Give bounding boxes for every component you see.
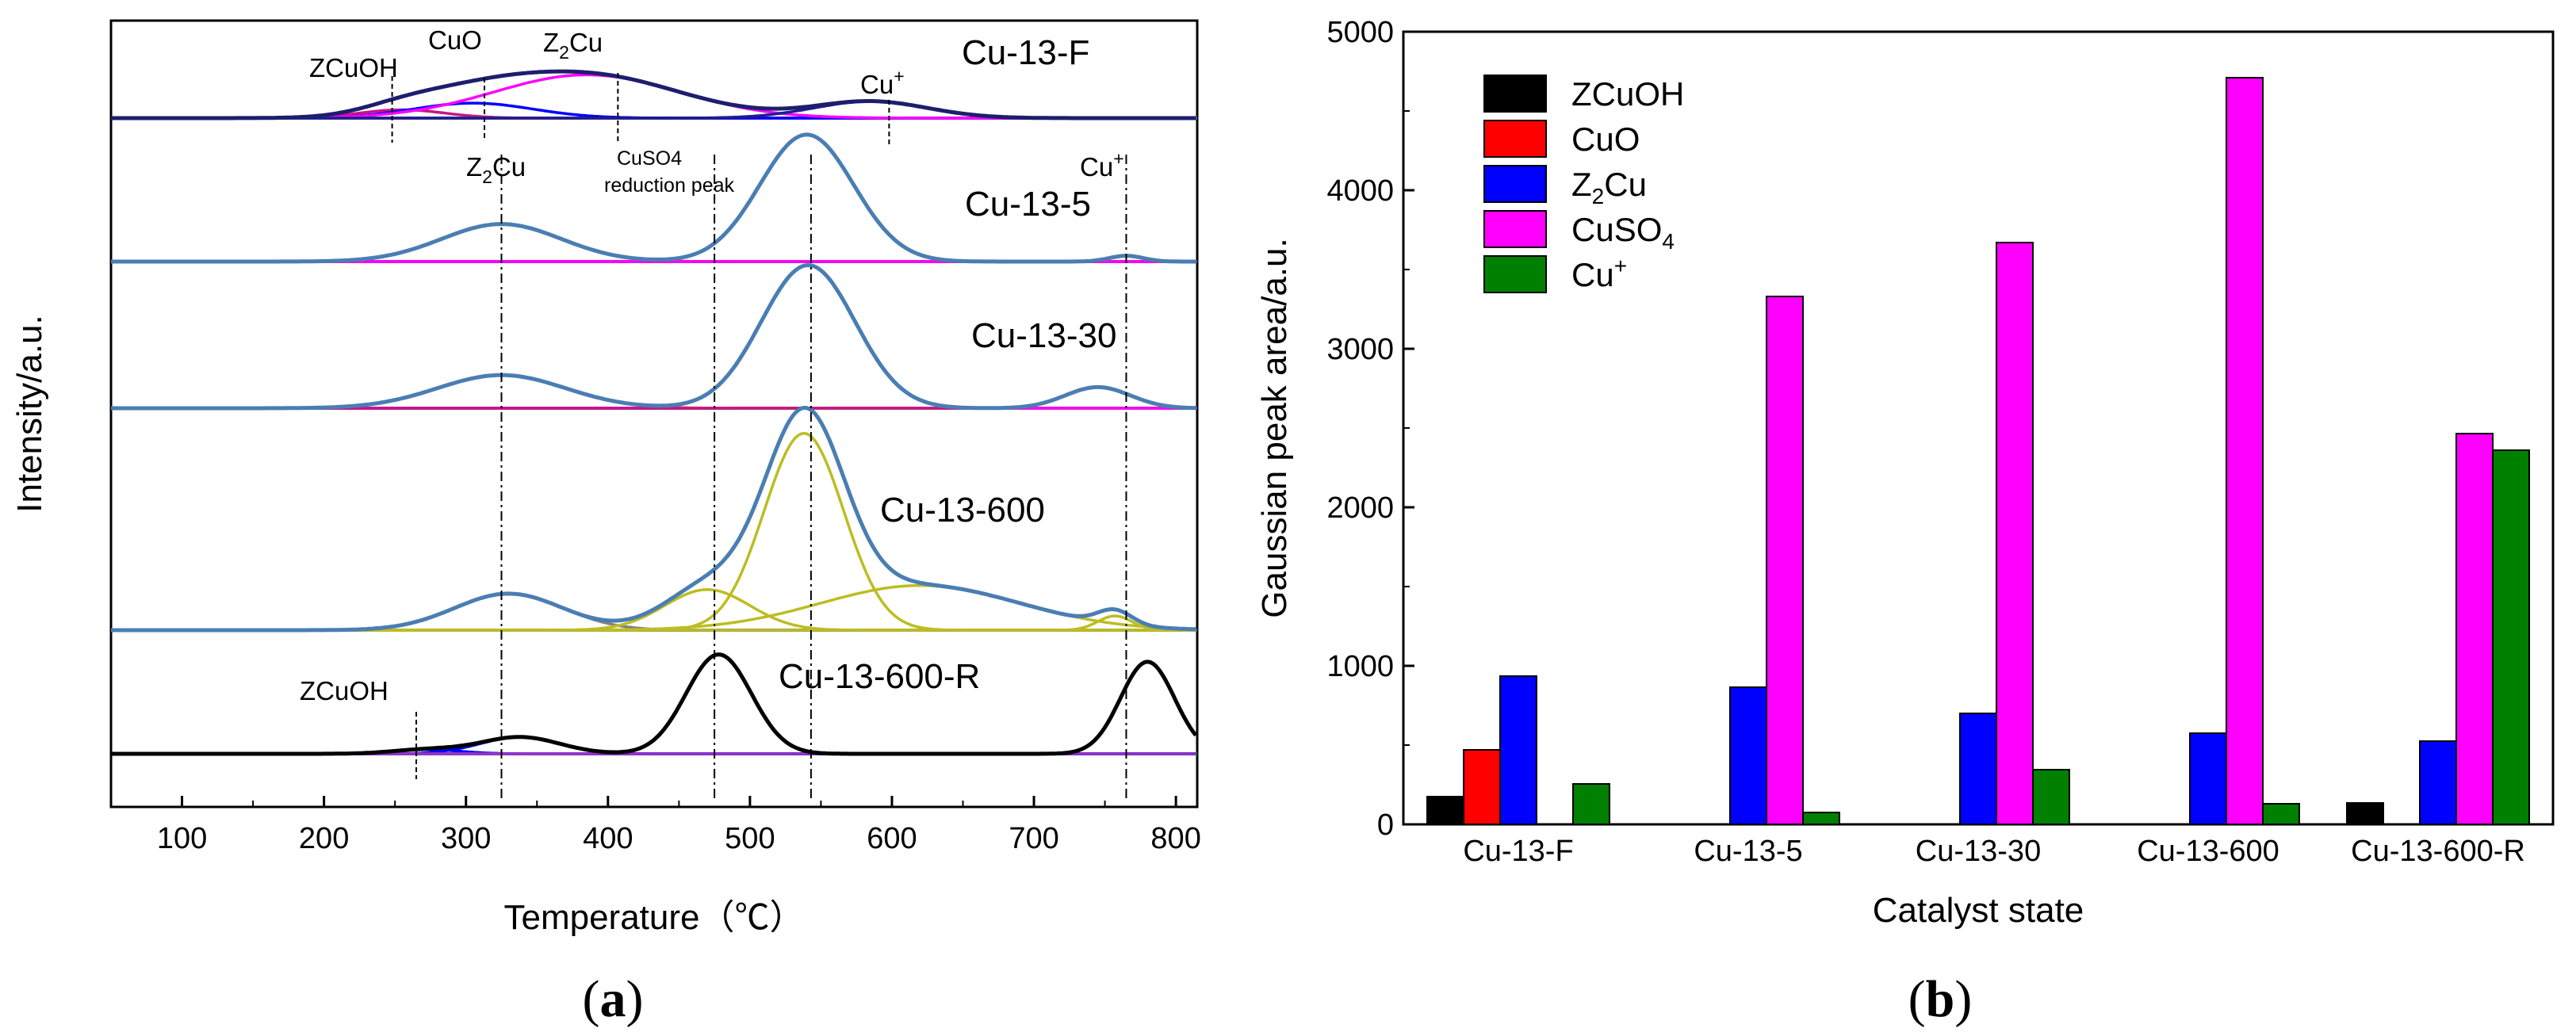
panel-a-y-axis-label: Intensity/a.u. <box>10 315 49 512</box>
bar-cu-13-600-r-cu <box>2492 449 2530 825</box>
legend-swatch-cuo <box>1483 120 1547 158</box>
x-tick-label-cu-13-600: Cu-13-600 <box>2137 835 2279 868</box>
bar-cu-13-5-z2cu <box>1729 686 1767 825</box>
peak-cu-13-f-cu-3 <box>111 100 1196 120</box>
annotation-z2cu-second: Z2Cu <box>466 152 526 187</box>
bar-cu-13-5-cuso4 <box>1766 296 1804 825</box>
bar-cu-13-30-z2cu <box>1959 713 1997 825</box>
y-tick-label-1000: 1000 <box>1326 650 1394 683</box>
x-tick-label-500: 500 <box>725 822 775 855</box>
bar-cu-13-600-r-cuso4 <box>2455 433 2494 825</box>
panel-b-label: (b) <box>1908 970 1973 1028</box>
sample-label-cu-13-5: Cu-13-5 <box>965 185 1091 224</box>
x-tick-label-100: 100 <box>157 822 207 855</box>
legend-label-cuso4: CuSO4 <box>1571 211 1675 254</box>
panel-a-marker-lines <box>391 73 1127 801</box>
legend-label-cuo: CuO <box>1571 120 1640 158</box>
panel-b-bars <box>1426 77 2530 825</box>
x-tick-label-400: 400 <box>583 822 633 855</box>
peak-cu-13-5-z2cu-0 <box>111 222 1196 263</box>
bar-cu-13-5-cu <box>1802 812 1840 825</box>
panel-b-y-axis-label: Gaussian peak area/a.u. <box>1255 238 1294 617</box>
y-tick-label-3000: 3000 <box>1326 333 1394 366</box>
panel-a-x-axis-label: Temperature（℃） <box>503 898 804 937</box>
bar-cu-13-600-r-z2cu <box>2419 740 2457 825</box>
x-tick-label-cu-13-30: Cu-13-30 <box>1916 835 2041 868</box>
panel-a: 100 200 300 400 500 600 700 800 Cu-13-FCu-13-5C… <box>10 19 1201 1028</box>
panel-a-label: (a) <box>583 970 644 1028</box>
sample-label-cu-13-600: Cu-13-600 <box>880 491 1045 529</box>
peak-cu-13-30-z2cu-0 <box>111 373 1196 410</box>
bar-cu-13-f-cuo <box>1463 749 1501 825</box>
sample-label-cu-13-600-r: Cu-13-600-R <box>779 657 980 696</box>
annotation-zcuoh-top: ZCuOH <box>309 53 398 82</box>
panel-a-x-ticks: 100 200 300 400 500 600 700 800 <box>157 796 1201 855</box>
x-tick-label-800: 800 <box>1150 822 1200 855</box>
legend-label-cu: Cu+ <box>1571 254 1627 293</box>
legend-label-zcuoh: ZCuOH <box>1571 75 1684 113</box>
panel-b-x-axis-label: Catalyst state <box>1873 891 2084 930</box>
x-tick-label-300: 300 <box>441 822 491 855</box>
bar-cu-13-30-cu <box>2032 769 2070 825</box>
bar-cu-13-600-r-zcuoh <box>2346 802 2384 825</box>
panel-b-ticks: 0 1000 2000 3000 4000 5000 Cu-13-F Cu-13-5 Cu-13… <box>1326 16 2524 868</box>
peak-cu-13-f-z2cu-2 <box>111 73 1196 120</box>
x-tick-label-cu-13-f: Cu-13-F <box>1463 835 1573 868</box>
legend-swatch-cu <box>1483 255 1547 293</box>
x-tick-label-700: 700 <box>1009 822 1058 855</box>
peak-cu-13-f-cuo-1 <box>111 101 1196 120</box>
sample-label-cu-13-f: Cu-13-F <box>962 33 1089 72</box>
y-tick-label-4000: 4000 <box>1326 174 1394 208</box>
curve-cu-13-600 <box>111 405 1196 633</box>
legend-label-z2cu: Z2Cu <box>1571 166 1647 208</box>
legend-swatch-zcuoh <box>1483 75 1547 113</box>
x-tick-label-cu-13-5: Cu-13-5 <box>1694 835 1802 868</box>
legend-swatch-cuso4 <box>1483 210 1547 248</box>
sample-label-cu-13-30: Cu-13-30 <box>971 316 1116 355</box>
annotation-cuo: CuO <box>428 25 482 55</box>
panel-b: 0 1000 2000 3000 4000 5000 Cu-13-F Cu-13-5 Cu-13… <box>1255 16 2555 1028</box>
bar-cu-13-30-cuso4 <box>1996 242 2034 825</box>
panel-a-plot-frame <box>109 19 1199 809</box>
bar-cu-13-600-cu <box>2262 803 2300 825</box>
annotation-cu-plus-second: Cu+ <box>1080 148 1124 182</box>
y-tick-label-2000: 2000 <box>1326 491 1394 525</box>
annotation-cuso4-line2: reduction peak <box>604 174 735 197</box>
y-tick-label-0: 0 <box>1377 809 1394 842</box>
legend-swatch-z2cu <box>1483 165 1547 203</box>
panel-a-curves <box>111 69 1198 756</box>
annotation-cu-plus-top: Cu+ <box>860 66 905 99</box>
bar-cu-13-600-cuso4 <box>2226 77 2264 825</box>
panel-a-sample-labels: Cu-13-F Cu-13-5 Cu-13-30 Cu-13-600 Cu-13-600… <box>779 33 1116 696</box>
bar-cu-13-600-z2cu <box>2189 732 2227 825</box>
x-tick-label-200: 200 <box>299 822 349 855</box>
x-tick-label-600: 600 <box>867 822 917 855</box>
x-tick-label-cu-13-600-r: Cu-13-600-R <box>2351 835 2525 868</box>
curve-cu-13-f <box>111 69 1196 120</box>
annotation-cuso4-line1: CuSO4 <box>617 147 682 170</box>
y-tick-label-5000: 5000 <box>1326 16 1394 49</box>
curve-cu-13-30 <box>111 263 1196 411</box>
curve-cu-13-5 <box>111 132 1196 264</box>
curve-cu-13-600-r <box>111 652 1198 756</box>
bar-cu-13-f-z2cu <box>1499 675 1537 825</box>
bar-cu-13-f-cu <box>1572 783 1610 825</box>
peak-cu-13-600-cuso4-reduction-peak-2 <box>111 431 1196 632</box>
annotation-z2cu-top: Z2Cu <box>543 28 603 63</box>
annotation-zcuoh-bottom: ZCuOH <box>300 676 389 705</box>
bar-cu-13-f-zcuoh <box>1426 796 1464 825</box>
